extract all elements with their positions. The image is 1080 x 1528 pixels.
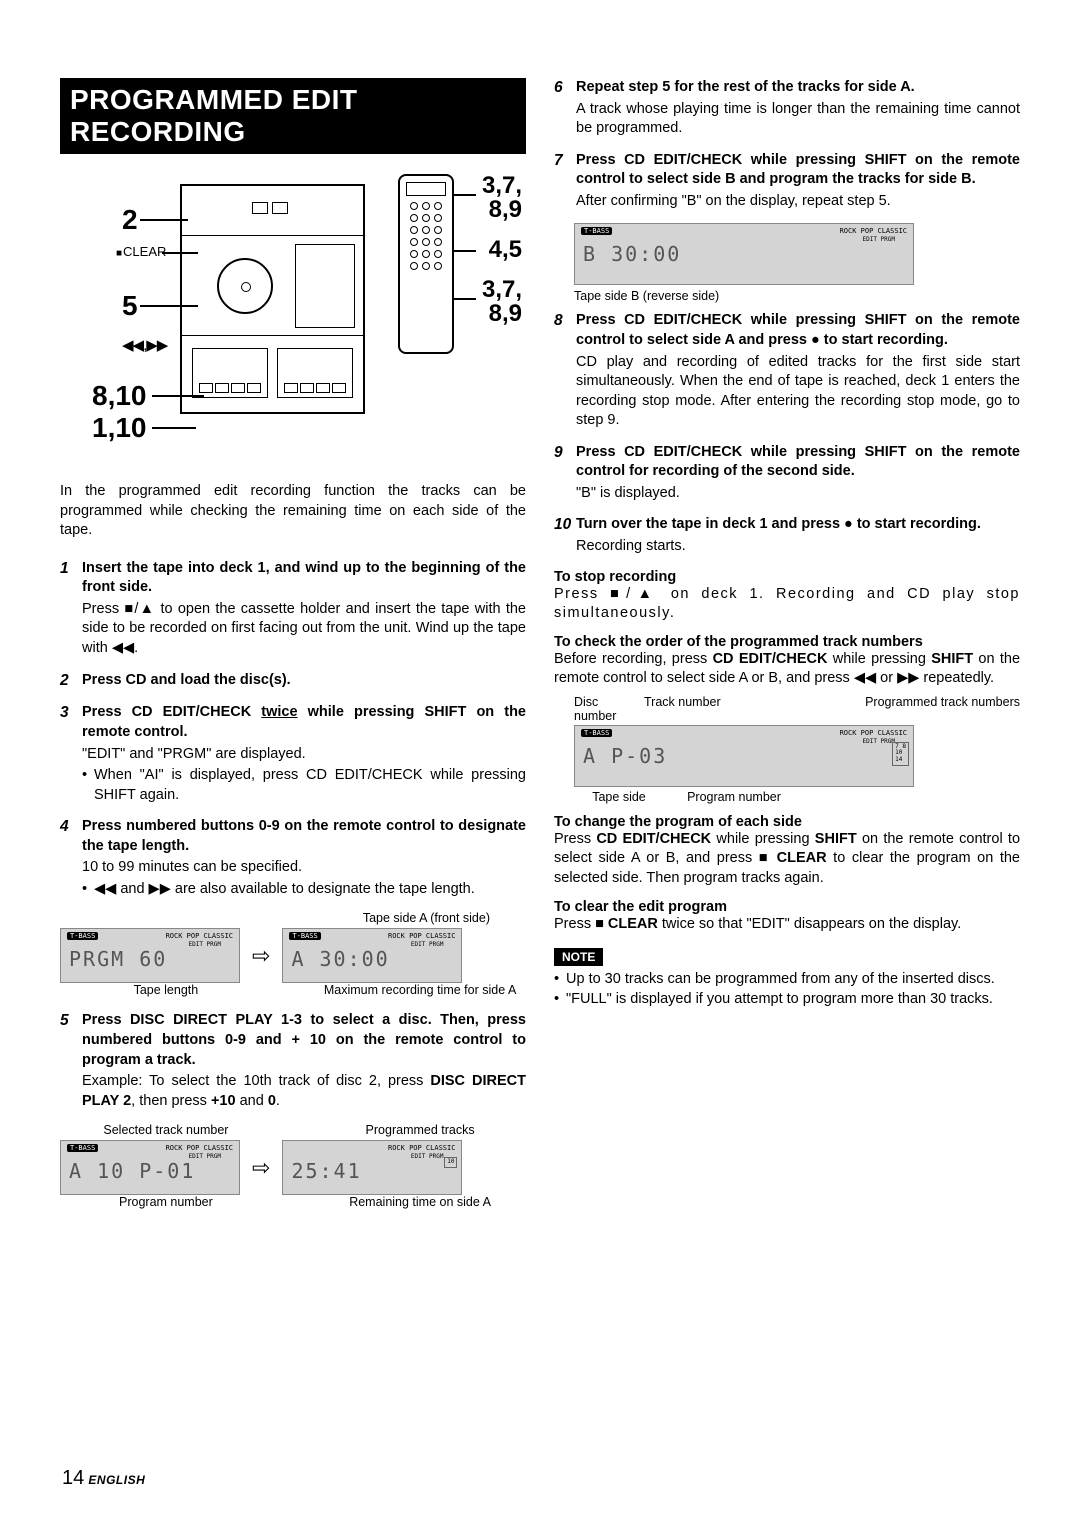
equipment-diagram: 2 CLEAR 5 ◀◀,▶▶ 8,10 1,10 3,7, 8,9 4,5 3…: [60, 164, 526, 464]
to-check-body: Before recording, press CD EDIT/CHECK wh…: [554, 650, 1020, 689]
section-title: PROGRAMMED EDIT RECORDING: [60, 78, 526, 154]
to-stop-head: To stop recording: [554, 569, 1020, 585]
rewind-ff-icons: ◀◀,▶▶: [122, 336, 167, 354]
callout-45: 4,5: [489, 236, 522, 264]
lcd-diagram-3: T-BASSROCK POP CLASSIC EDIT PRGM B 30:00…: [574, 223, 1020, 303]
note-list: Up to 30 tracks can be programmed from a…: [554, 970, 1020, 1009]
to-change-body: Press CD EDIT/CHECK while pressing SHIFT…: [554, 830, 1020, 889]
step-1: 1Insert the tape into deck 1, and wind u…: [60, 559, 526, 659]
step-6: 6Repeat step 5 for the rest of the track…: [554, 78, 1020, 139]
to-clear-body: Press ■ CLEAR twice so that "EDIT" disap…: [554, 915, 1020, 935]
step-2: 2Press CD and load the disc(s).: [60, 671, 526, 692]
callout-89-bot: 8,9: [489, 300, 522, 328]
callout-5: 5: [122, 290, 138, 322]
left-column: PROGRAMMED EDIT RECORDING 2: [60, 78, 526, 1223]
to-stop-body: Press ■/▲ on deck 1. Recording and CD pl…: [554, 585, 1020, 624]
callout-2: 2: [122, 204, 138, 236]
page-number: 14 ENGLISH: [62, 1467, 145, 1490]
step-10: 10Turn over the tape in deck 1 and press…: [554, 515, 1020, 556]
step-7: 7Press CD EDIT/CHECK while pressing SHIF…: [554, 151, 1020, 212]
step-5: 5 Press DISC DIRECT PLAY 1-3 to select a…: [60, 1011, 526, 1111]
stereo-illustration: [180, 184, 365, 414]
step-9: 9Press CD EDIT/CHECK while pressing SHIF…: [554, 443, 1020, 504]
lcd-diagram-4: Disc number Track number Programmed trac…: [574, 695, 1020, 804]
remote-illustration: [398, 174, 454, 354]
arrow-icon: ⇨: [252, 943, 270, 969]
to-change-head: To change the program of each side: [554, 814, 1020, 830]
to-clear-head: To clear the edit program: [554, 899, 1020, 915]
right-column: 6Repeat step 5 for the rest of the track…: [554, 78, 1020, 1223]
callout-810: 8,10: [92, 380, 147, 412]
callout-110: 1,10: [92, 412, 147, 444]
clear-label: CLEAR: [116, 244, 166, 259]
arrow-icon: ⇨: [252, 1155, 270, 1181]
step-3: 3Press CD EDIT/CHECK twice while pressin…: [60, 703, 526, 805]
intro-text: In the programmed edit recording functio…: [60, 482, 526, 541]
step-8: 8Press CD EDIT/CHECK while pressing SHIF…: [554, 311, 1020, 430]
to-check-head: To check the order of the programmed tra…: [554, 634, 1020, 650]
note-tag: NOTE: [554, 948, 603, 966]
step-4: 4Press numbered buttons 0-9 on the remot…: [60, 817, 526, 899]
lcd-diagram-2: Selected track number Programmed tracks …: [60, 1123, 526, 1209]
lcd-diagram-1: Tape side A (front side) T-BASSROCK POP …: [60, 911, 526, 997]
callout-89-top: 8,9: [489, 196, 522, 224]
